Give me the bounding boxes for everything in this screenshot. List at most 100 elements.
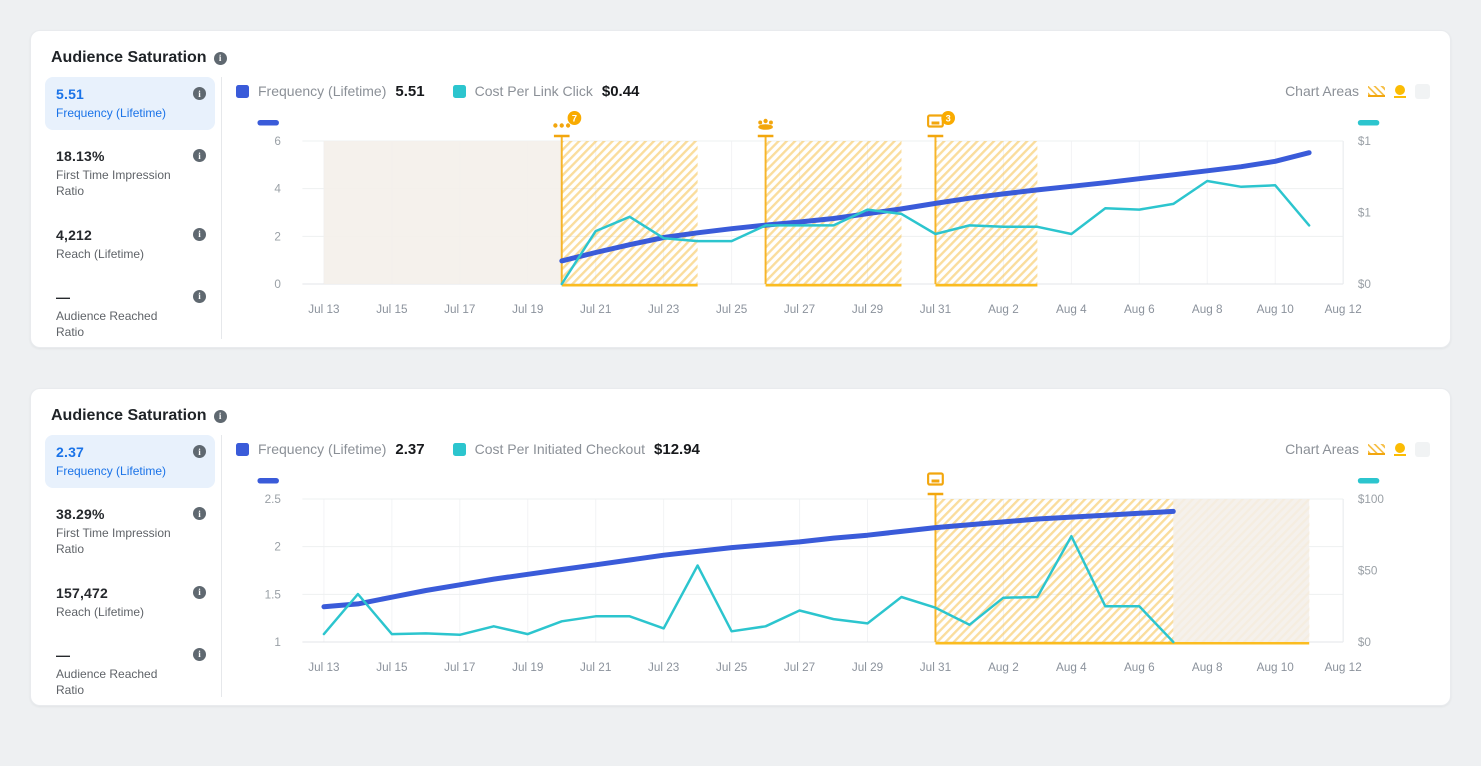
- svg-text:Jul 29: Jul 29: [852, 660, 884, 674]
- legend-items: Frequency (Lifetime) 2.37 Cost Per Initi…: [236, 441, 728, 458]
- chart-areas-control: Chart Areas: [1285, 83, 1430, 99]
- metric-label: Reach (Lifetime): [56, 246, 145, 261]
- legend-label: Frequency (Lifetime): [258, 441, 387, 457]
- sidebar-metric-item[interactable]: — Audience Reached Ratio i: [45, 280, 215, 349]
- audience-saturation-dashboard: Audience Saturation i 5.51 Frequency (Li…: [0, 30, 1481, 706]
- metric-label: Audience Reached Ratio: [56, 666, 158, 697]
- metric-value: 2.37: [56, 444, 85, 460]
- svg-text:6: 6: [274, 134, 281, 148]
- legend-row: Frequency (Lifetime) 5.51 Cost Per Link …: [234, 77, 1436, 103]
- svg-text:Jul 21: Jul 21: [580, 302, 612, 316]
- info-icon[interactable]: i: [193, 87, 206, 100]
- metric-label: Frequency (Lifetime): [56, 464, 167, 478]
- legend-item[interactable]: Cost Per Link Click $0.44: [452, 82, 640, 100]
- metric-value: 4,212: [56, 226, 93, 243]
- svg-text:Aug 12: Aug 12: [1325, 660, 1362, 674]
- info-icon[interactable]: i: [193, 289, 206, 303]
- info-icon[interactable]: i: [193, 585, 206, 599]
- svg-text:4: 4: [274, 182, 281, 196]
- svg-text:1: 1: [274, 635, 281, 649]
- svg-text:$0: $0: [1358, 277, 1371, 291]
- svg-text:Aug 4: Aug 4: [1056, 302, 1087, 316]
- metric-value: 5.51: [56, 86, 85, 102]
- dot-area-icon[interactable]: [1394, 84, 1406, 98]
- audience-saturation-card: Audience Saturation i 2.37 Frequency (Li…: [30, 388, 1451, 706]
- metric-value: —: [56, 646, 71, 663]
- svg-text:Aug 2: Aug 2: [988, 302, 1019, 316]
- svg-text:$1: $1: [1358, 134, 1371, 148]
- sidebar-metric-item[interactable]: 5.51 Frequency (Lifetime) i: [45, 77, 215, 131]
- legend-item[interactable]: Frequency (Lifetime) 2.37: [236, 441, 425, 458]
- info-icon[interactable]: i: [213, 409, 227, 423]
- svg-text:Jul 17: Jul 17: [444, 302, 475, 316]
- info-icon[interactable]: i: [193, 149, 206, 163]
- sidebar-metric-item[interactable]: — Audience Reached Ratio i: [45, 638, 215, 707]
- info-icon[interactable]: i: [193, 507, 206, 521]
- legend-value: $0.44: [601, 82, 640, 100]
- hatched-area-icon[interactable]: [1368, 85, 1385, 97]
- svg-text:Aug 12: Aug 12: [1325, 302, 1362, 316]
- sidebar-metric-item[interactable]: 18.13% First Time Impression Ratio i: [45, 139, 215, 208]
- svg-text:$100: $100: [1358, 492, 1384, 506]
- sidebar-metric-item[interactable]: 2.37 Frequency (Lifetime) i: [45, 435, 215, 489]
- legend-item[interactable]: Cost Per Initiated Checkout $12.94: [452, 440, 700, 458]
- sidebar-divider: [221, 77, 222, 339]
- svg-text:Jul 21: Jul 21: [580, 660, 612, 674]
- metrics-sidebar: 2.37 Frequency (Lifetime) i 38.29% First…: [43, 435, 221, 697]
- blank-area-icon[interactable]: [1415, 441, 1430, 457]
- svg-text:2: 2: [274, 229, 281, 243]
- card-title: Audience Saturation: [51, 407, 207, 424]
- svg-text:Jul 29: Jul 29: [852, 302, 884, 316]
- svg-text:Jul 25: Jul 25: [716, 302, 748, 316]
- card-header: Audience Saturation i: [43, 403, 1436, 435]
- svg-text:2: 2: [274, 540, 281, 554]
- metric-value: 157,472: [56, 584, 109, 601]
- metrics-sidebar: 5.51 Frequency (Lifetime) i 18.13% First…: [43, 77, 221, 339]
- card-body: 5.51 Frequency (Lifetime) i 18.13% First…: [43, 77, 1436, 339]
- svg-text:$0: $0: [1358, 635, 1371, 649]
- metric-label: First Time Impression Ratio: [56, 168, 171, 199]
- legend-item[interactable]: Frequency (Lifetime) 5.51: [236, 83, 425, 100]
- info-icon[interactable]: i: [213, 51, 227, 65]
- sidebar-metric-item[interactable]: 38.29% First Time Impression Ratio i: [45, 497, 215, 566]
- svg-text:Jul 17: Jul 17: [444, 660, 475, 674]
- metric-value: —: [56, 288, 71, 305]
- legend-value: 2.37: [395, 440, 425, 458]
- svg-text:Jul 31: Jul 31: [920, 660, 952, 674]
- saturation-line-chart[interactable]: 2.5 2 1.5 1 $100 $50 $0 Jul 13 Jul 15 Jul 17 Jul 1…: [234, 469, 1436, 691]
- svg-text:Aug 6: Aug 6: [1124, 302, 1155, 316]
- svg-text:Jul 23: Jul 23: [648, 660, 680, 674]
- dot-area-icon[interactable]: [1394, 442, 1406, 456]
- chart-areas-label: Chart Areas: [1285, 83, 1359, 99]
- sidebar-divider: [221, 435, 222, 697]
- svg-text:Aug 4: Aug 4: [1056, 660, 1087, 674]
- info-icon[interactable]: i: [193, 647, 206, 661]
- legend-swatch-icon: [452, 442, 466, 456]
- svg-text:Jul 13: Jul 13: [308, 302, 340, 316]
- sidebar-metric-item[interactable]: 4,212 Reach (Lifetime) i: [45, 218, 215, 271]
- svg-text:3: 3: [946, 112, 951, 123]
- info-icon[interactable]: i: [193, 227, 206, 241]
- hatched-area-icon[interactable]: [1368, 443, 1385, 455]
- svg-text:Aug 10: Aug 10: [1257, 660, 1295, 674]
- svg-text:Aug 8: Aug 8: [1192, 302, 1223, 316]
- svg-text:Jul 27: Jul 27: [784, 660, 815, 674]
- card-header: Audience Saturation i: [43, 45, 1436, 77]
- svg-text:Aug 6: Aug 6: [1124, 660, 1155, 674]
- card-title: Audience Saturation: [51, 49, 207, 66]
- svg-text:Aug 2: Aug 2: [988, 660, 1019, 674]
- chart-panel: Frequency (Lifetime) 5.51 Cost Per Link …: [222, 77, 1436, 339]
- blank-area-icon[interactable]: [1415, 83, 1430, 99]
- saturation-line-chart[interactable]: 7 3 6 4 2 0 $1 $1 $0 Jul 13 Jul 15 Jul 17 Jul 19 Jul …: [234, 111, 1436, 333]
- info-icon[interactable]: i: [193, 445, 206, 458]
- metric-label: Audience Reached Ratio: [56, 308, 158, 339]
- legend-swatch-icon: [236, 442, 249, 456]
- svg-text:Jul 13: Jul 13: [308, 660, 340, 674]
- svg-text:Aug 10: Aug 10: [1257, 302, 1295, 316]
- svg-text:7: 7: [572, 112, 577, 123]
- legend-value: $12.94: [654, 440, 700, 458]
- sidebar-metric-item[interactable]: 157,472 Reach (Lifetime) i: [45, 576, 215, 629]
- metric-value: 38.29%: [56, 506, 105, 523]
- chart-areas-control: Chart Areas: [1285, 441, 1430, 457]
- card-body: 2.37 Frequency (Lifetime) i 38.29% First…: [43, 435, 1436, 697]
